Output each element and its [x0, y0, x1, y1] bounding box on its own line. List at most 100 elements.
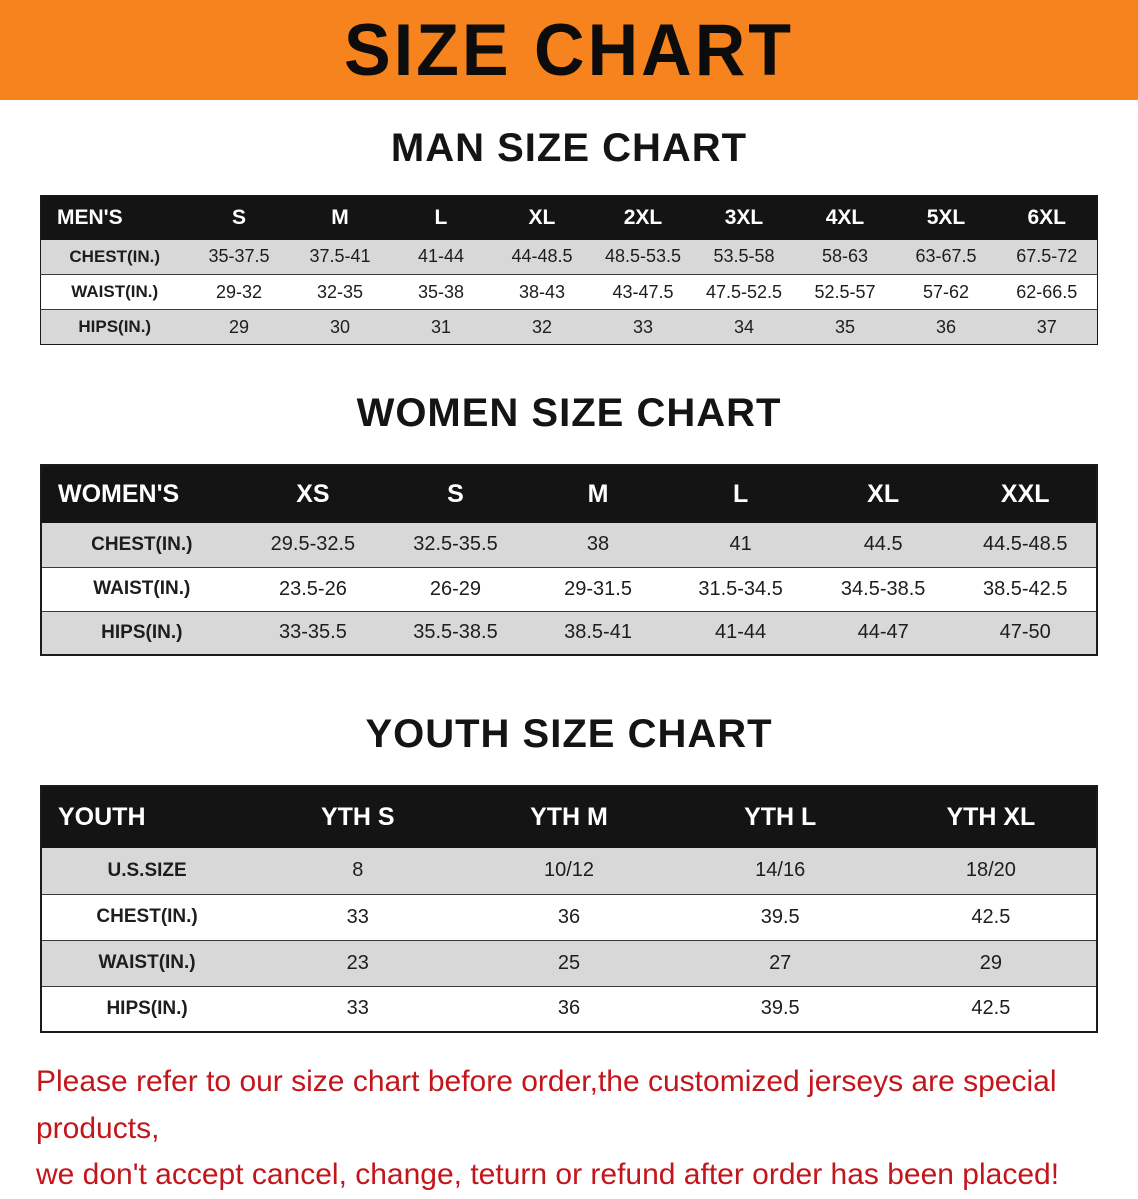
- size-column-header: 3XL: [693, 195, 795, 240]
- size-column-header: 5XL: [895, 195, 997, 240]
- youth-size-table: YOUTH YTH S YTH M YTH L YTH XL U.S.SIZE 8 10/12…: [40, 785, 1098, 1033]
- measurement-value: 38-43: [491, 274, 593, 310]
- measurement-value: 32-35: [289, 274, 391, 310]
- measurement-value: 44-47: [811, 611, 955, 655]
- table-row: CHEST(IN.) 33 36 39.5 42.5: [41, 894, 1097, 941]
- measurement-value: 10/12: [463, 848, 675, 895]
- size-column-header: L: [669, 465, 812, 523]
- table-row: HIPS(IN.) 33-35.5 35.5-38.5 38.5-41 41-44 44-…: [41, 611, 1097, 655]
- measurement-value: 41: [669, 523, 812, 568]
- measurement-value: 23.5-26: [241, 567, 385, 612]
- size-column-header: M: [289, 195, 391, 240]
- table-header-row: MEN'S S M L XL 2XL 3XL 4XL 5XL 6XL: [40, 195, 1098, 240]
- measurement-label: WAIST(IN.): [41, 940, 253, 987]
- measurement-value: 36: [463, 986, 675, 1032]
- measurement-value: 29: [885, 940, 1097, 987]
- measurement-label: U.S.SIZE: [41, 848, 253, 895]
- measurement-label: CHEST(IN.): [40, 239, 189, 275]
- table-header-row: YOUTH YTH S YTH M YTH L YTH XL: [41, 786, 1097, 848]
- table-group-label: YOUTH: [41, 786, 253, 848]
- measurement-value: 52.5-57: [794, 274, 896, 310]
- measurement-value: 35: [794, 309, 896, 345]
- table-row: HIPS(IN.) 33 36 39.5 42.5: [41, 986, 1097, 1032]
- table-group-label: WOMEN'S: [41, 465, 242, 523]
- measurement-value: 39.5: [674, 894, 886, 941]
- size-column-header: XL: [491, 195, 593, 240]
- measurement-value: 42.5: [885, 986, 1097, 1032]
- measurement-value: 35.5-38.5: [384, 611, 527, 655]
- measurement-value: 14/16: [674, 848, 886, 895]
- measurement-value: 38.5-41: [526, 611, 670, 655]
- measurement-value: 29-31.5: [526, 567, 670, 612]
- measurement-value: 37.5-41: [289, 239, 391, 275]
- size-column-header: YTH M: [463, 786, 675, 848]
- measurement-value: 37: [996, 309, 1098, 345]
- size-column-header: XS: [241, 465, 385, 523]
- measurement-label: HIPS(IN.): [40, 309, 189, 345]
- measurement-value: 38: [526, 523, 670, 568]
- measurement-value: 8: [252, 848, 464, 895]
- measurement-value: 31.5-34.5: [669, 567, 812, 612]
- measurement-value: 44.5-48.5: [954, 523, 1097, 568]
- disclaimer-line-1: Please refer to our size chart before or…: [36, 1065, 1057, 1145]
- measurement-label: CHEST(IN.): [41, 894, 253, 941]
- measurement-value: 34: [693, 309, 795, 345]
- size-column-header: 4XL: [794, 195, 896, 240]
- banner-title: SIZE CHART: [344, 9, 794, 91]
- measurement-value: 47.5-52.5: [693, 274, 795, 310]
- measurement-value: 26-29: [384, 567, 527, 612]
- table-row: WAIST(IN.) 23 25 27 29: [41, 940, 1097, 987]
- measurement-value: 27: [674, 940, 886, 987]
- measurement-value: 29-32: [188, 274, 290, 310]
- size-column-header: YTH XL: [885, 786, 1097, 848]
- measurement-value: 41-44: [669, 611, 812, 655]
- measurement-value: 41-44: [390, 239, 492, 275]
- measurement-value: 47-50: [954, 611, 1097, 655]
- youth-section-heading: YOUTH SIZE CHART: [365, 712, 773, 756]
- measurement-value: 29: [188, 309, 290, 345]
- disclaimer-line-2: we don't accept cancel, change, teturn o…: [36, 1158, 1060, 1191]
- measurement-value: 23: [252, 940, 464, 987]
- table-row: HIPS(IN.) 29 30 31 32 33 34 35 36 37: [40, 309, 1098, 345]
- table-row: U.S.SIZE 8 10/12 14/16 18/20: [41, 848, 1097, 895]
- measurement-value: 36: [895, 309, 997, 345]
- size-column-header: M: [526, 465, 670, 523]
- measurement-label: CHEST(IN.): [41, 523, 242, 568]
- measurement-value: 31: [390, 309, 492, 345]
- table-group-label: MEN'S: [40, 195, 189, 240]
- measurement-value: 33: [252, 986, 464, 1032]
- measurement-value: 33: [592, 309, 694, 345]
- measurement-value: 39.5: [674, 986, 886, 1032]
- measurement-label: HIPS(IN.): [41, 986, 253, 1032]
- measurement-value: 35-37.5: [188, 239, 290, 275]
- measurement-value: 38.5-42.5: [954, 567, 1097, 612]
- measurement-value: 63-67.5: [895, 239, 997, 275]
- measurement-value: 62-66.5: [996, 274, 1098, 310]
- measurement-value: 33: [252, 894, 464, 941]
- size-column-header: YTH S: [252, 786, 464, 848]
- measurement-value: 57-62: [895, 274, 997, 310]
- measurement-value: 18/20: [885, 848, 1097, 895]
- measurement-value: 58-63: [794, 239, 896, 275]
- measurement-value: 33-35.5: [241, 611, 385, 655]
- size-column-header: 6XL: [996, 195, 1098, 240]
- women-size-table: WOMEN'S XS S M L XL XXL CHEST(IN.) 29.5-32.5 32.5…: [40, 464, 1098, 656]
- disclaimer-text: Please refer to our size chart before or…: [36, 1059, 1108, 1199]
- measurement-value: 36: [463, 894, 675, 941]
- measurement-value: 67.5-72: [996, 239, 1098, 275]
- measurement-value: 34.5-38.5: [811, 567, 955, 612]
- measurement-value: 44-48.5: [491, 239, 593, 275]
- measurement-value: 29.5-32.5: [241, 523, 385, 568]
- size-column-header: L: [390, 195, 492, 240]
- men-size-table: MEN'S S M L XL 2XL 3XL 4XL 5XL 6XL CHEST(IN.) 35-37…: [40, 195, 1098, 345]
- women-section-heading: WOMEN SIZE CHART: [356, 391, 782, 435]
- size-column-header: XXL: [954, 465, 1097, 523]
- measurement-value: 32: [491, 309, 593, 345]
- measurement-label: HIPS(IN.): [41, 611, 242, 655]
- table-row: CHEST(IN.) 29.5-32.5 32.5-35.5 38 41 44.5 44.5…: [41, 523, 1097, 568]
- table-row: WAIST(IN.) 29-32 32-35 35-38 38-43 43-47.5 47.…: [40, 274, 1098, 310]
- measurement-value: 48.5-53.5: [592, 239, 694, 275]
- size-column-header: YTH L: [674, 786, 886, 848]
- man-section-heading: MAN SIZE CHART: [390, 126, 748, 170]
- table-header-row: WOMEN'S XS S M L XL XXL: [41, 465, 1097, 523]
